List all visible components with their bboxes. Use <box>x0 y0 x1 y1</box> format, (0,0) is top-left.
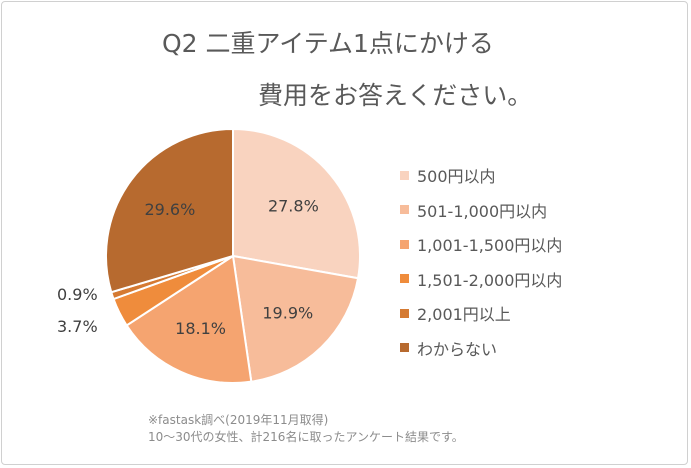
data-label-4: 0.9% <box>57 285 98 304</box>
sample-note: 10〜30代の女性、計216名に取ったアンケート結果です。 <box>148 430 464 444</box>
legend-item: 1,001-1,500円以内 <box>400 227 562 262</box>
pie-slice-2 <box>125 254 253 384</box>
pie-slice-1 <box>231 254 360 383</box>
legend-item: 1,501-2,000円以内 <box>400 262 562 297</box>
data-label-1: 19.9% <box>262 304 313 323</box>
legend-swatch <box>400 205 409 215</box>
pie-slice-5 <box>105 127 234 294</box>
pie-slice-0 <box>232 127 361 280</box>
legend-item: 500円以内 <box>400 158 562 193</box>
legend-swatch <box>400 170 409 180</box>
legend-swatch <box>400 274 409 284</box>
chart-title-line2: 費用をお答えください。 <box>258 81 533 110</box>
data-label-2: 18.1% <box>175 319 226 338</box>
legend-label: 501-1,000円以内 <box>417 201 548 221</box>
legend-item: 2,001円以上 <box>400 296 562 331</box>
legend-label: 500円以内 <box>417 167 496 187</box>
legend-label: わからない <box>417 339 498 359</box>
data-label-5: 29.6% <box>144 200 195 219</box>
legend-item: 501-1,000円以内 <box>400 193 562 228</box>
data-label-0: 27.8% <box>268 196 319 215</box>
legend-swatch <box>400 308 409 318</box>
legend-label: 1,001-1,500円以内 <box>417 236 563 256</box>
data-label-3: 3.7% <box>57 317 98 336</box>
legend-swatch <box>400 239 409 249</box>
footnote: ※fastask調べ(2019年11月取得) 10〜30代の女性、計216名に取… <box>148 412 464 446</box>
legend-label: 2,001円以上 <box>417 305 511 325</box>
legend-item: わからない <box>400 331 562 366</box>
source-note: ※fastask調べ(2019年11月取得) <box>148 413 329 427</box>
chart-title-line1: Q2 二重アイテム1点にかける <box>162 29 494 58</box>
legend-swatch <box>400 343 409 353</box>
legend-label: 1,501-2,000円以内 <box>417 270 563 290</box>
legend: 500円以内 501-1,000円以内 1,001-1,500円以内 1,501-2,… <box>400 158 562 365</box>
